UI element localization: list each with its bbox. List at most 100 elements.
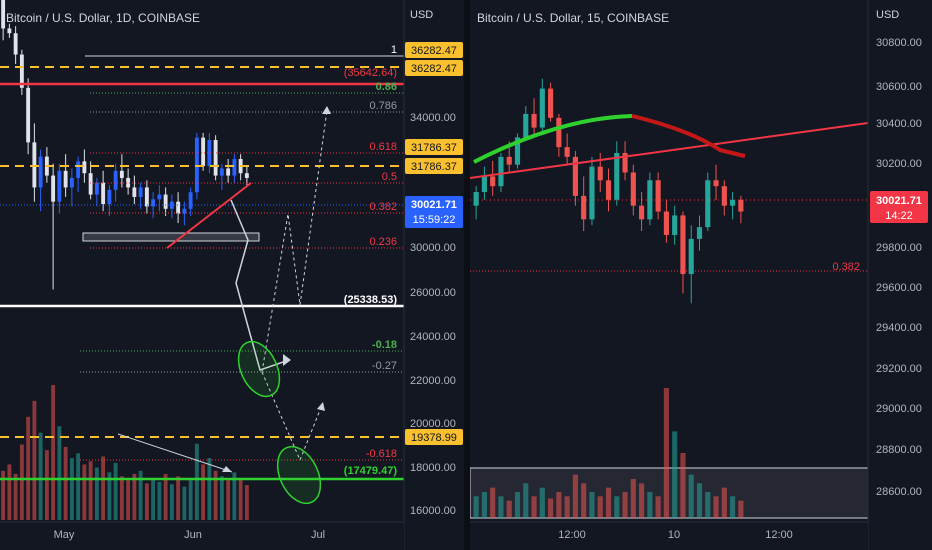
volume-bar <box>113 462 118 520</box>
volume-bar <box>622 492 628 518</box>
left-price-ticks: 34000.00 30000.00 26000.00 24000.00 2200… <box>410 112 456 517</box>
time-label-1200-a: 12:00 <box>558 529 586 541</box>
candle-body <box>194 137 199 193</box>
tag-mid-b <box>405 158 463 174</box>
price-tick: 30600.00 <box>876 81 922 93</box>
candle-body <box>151 199 156 207</box>
candle-body <box>244 173 249 178</box>
volume-bar <box>19 444 24 520</box>
volume-bar <box>531 496 537 518</box>
candle-body <box>672 215 678 235</box>
projection-arrow-head-2 <box>322 106 331 114</box>
candle-body <box>132 187 137 197</box>
right-fib-label: 0.382 <box>832 261 860 273</box>
price-tick: 30000.00 <box>410 242 456 254</box>
fib-label-0.86: 0.86 <box>376 81 397 93</box>
candle-body <box>157 194 162 200</box>
right-volume-bars <box>473 388 744 518</box>
volume-bar <box>201 464 206 520</box>
candle-body <box>605 180 612 200</box>
candle-body <box>32 142 37 188</box>
right-price-ticks: 30800.00 30600.00 30400.00 30200.00 2980… <box>876 37 922 498</box>
price-tick: 29600.00 <box>876 282 922 294</box>
svg-text:31786.37: 31786.37 <box>411 161 457 173</box>
volume-bar <box>738 500 744 518</box>
candle-body <box>490 176 496 187</box>
candle-body <box>564 147 570 157</box>
price-tick: 22000.00 <box>410 375 456 387</box>
candle-body <box>226 168 231 176</box>
date-label-jul: Jul <box>311 529 325 541</box>
left-chart-title: Bitcoin / U.S. Dollar, 1D, COINBASE <box>6 11 200 25</box>
projection-path-upper <box>261 109 328 373</box>
candle-body <box>1 0 6 29</box>
volume-bar <box>7 464 12 520</box>
candle-body <box>207 139 212 167</box>
right-candles <box>473 78 744 304</box>
candle-body <box>7 28 12 34</box>
volume-bar <box>119 476 124 520</box>
right-chart-panel[interactable]: 0.382 Bitcoin / U.S. Dollar, 15, COINBAS… <box>469 11 869 519</box>
left-drawings <box>82 106 331 505</box>
time-label-10: 10 <box>668 529 680 541</box>
volume-bar <box>182 486 187 520</box>
projection-path-solid <box>230 199 290 371</box>
volume-bar <box>1 470 6 520</box>
candle-body <box>481 176 487 193</box>
left-chart-panel[interactable]: 1 0.86 0.786 0.618 0.5 0.382 0.236 -0.18… <box>0 0 404 520</box>
tag-low-dashed <box>405 429 463 445</box>
volume-bar <box>498 496 504 518</box>
volume-bar <box>213 470 218 520</box>
right-time-axis[interactable]: 12:00 10 12:00 <box>464 521 868 550</box>
candle-body <box>201 137 206 167</box>
left-price-axis[interactable]: USD 34000.00 30000.00 26000.00 24000.00 … <box>403 0 464 550</box>
volume-zone-box <box>469 467 869 519</box>
date-label-jun: Jun <box>184 529 202 541</box>
volume-bar <box>69 458 74 520</box>
volume-bar <box>581 483 587 518</box>
svg-text:31786.37: 31786.37 <box>411 142 457 154</box>
volume-bar <box>132 473 137 520</box>
price-tick: 28600.00 <box>876 486 922 498</box>
candle-body <box>182 208 187 214</box>
panel-splitter[interactable] <box>464 0 470 550</box>
fib-label-0.236: 0.236 <box>369 236 397 248</box>
candle-body <box>63 170 68 188</box>
svg-text:15:59:22: 15:59:22 <box>413 214 456 226</box>
tag-current-price <box>405 196 463 228</box>
tag-top-b <box>405 60 463 76</box>
candle-body <box>655 180 661 212</box>
candle-body <box>514 137 521 165</box>
volume-bar <box>82 464 87 520</box>
candle-body <box>688 238 694 274</box>
candle-body <box>101 182 106 205</box>
volume-bar <box>481 492 487 518</box>
candle-body <box>119 170 124 178</box>
candle-body <box>82 161 87 174</box>
volume-bar <box>630 479 636 518</box>
volume-bar <box>169 484 174 520</box>
candle-body <box>506 156 512 165</box>
support-zone-box <box>82 232 260 242</box>
volume-bar <box>238 478 243 520</box>
right-red-trendline <box>469 122 869 179</box>
volume-bar <box>597 496 603 518</box>
white-line-price-label: (25338.53) <box>344 294 398 306</box>
fib-label-0.618: 0.618 <box>369 141 397 153</box>
fib-label-0.5: 0.5 <box>382 171 397 183</box>
left-time-axis[interactable]: May Jun Jul <box>0 521 404 550</box>
candle-body <box>647 180 653 220</box>
volume-bar <box>572 474 578 518</box>
candle-body <box>76 161 81 178</box>
candle-body <box>539 88 545 128</box>
candle-body <box>107 189 112 205</box>
price-tick: 29000.00 <box>876 403 922 415</box>
svg-text:30021.71: 30021.71 <box>411 199 457 211</box>
volume-bar <box>194 443 199 520</box>
left-currency-label: USD <box>410 9 433 21</box>
right-price-axis[interactable]: USD 30800.00 30600.00 30400.00 30200.00 … <box>867 0 932 550</box>
volume-bar <box>514 492 521 518</box>
volume-bar <box>680 453 686 518</box>
volume-bar <box>51 385 56 520</box>
candle-body <box>88 173 93 195</box>
